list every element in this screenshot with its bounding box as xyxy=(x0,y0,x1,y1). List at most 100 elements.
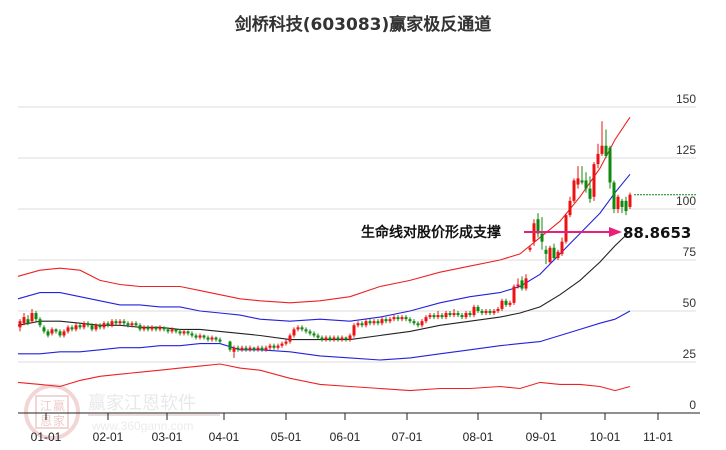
candle xyxy=(500,300,504,309)
candle xyxy=(420,321,424,326)
candle xyxy=(58,331,62,336)
candle xyxy=(468,313,472,316)
candle xyxy=(66,327,70,332)
candle xyxy=(244,347,248,350)
candle xyxy=(186,331,190,334)
candle xyxy=(142,327,146,330)
upper-outer-band-line xyxy=(17,116,631,304)
candle xyxy=(146,327,150,330)
candle xyxy=(464,313,468,318)
candle xyxy=(276,345,280,348)
y-tick-label: 0 xyxy=(689,398,696,412)
candle xyxy=(568,200,572,216)
candle xyxy=(580,180,584,183)
candle xyxy=(256,347,260,350)
candle xyxy=(572,180,576,201)
candle xyxy=(448,313,452,316)
lower-outer-band-line xyxy=(17,363,631,392)
candle xyxy=(400,317,404,320)
candle xyxy=(388,319,392,322)
candle xyxy=(206,337,210,340)
candle xyxy=(284,341,288,344)
candle xyxy=(324,337,328,340)
candle xyxy=(202,335,206,338)
candle xyxy=(166,329,170,332)
candle xyxy=(252,347,256,350)
candle xyxy=(392,317,396,320)
candle xyxy=(576,178,580,185)
candle xyxy=(308,331,312,334)
candle xyxy=(292,329,296,336)
candle xyxy=(408,319,412,322)
candle xyxy=(34,313,38,320)
candle xyxy=(472,306,476,316)
candle xyxy=(404,317,408,320)
candle xyxy=(30,313,34,322)
candle xyxy=(556,251,560,258)
y-tick-label: 25 xyxy=(683,347,697,361)
arrow-right-icon xyxy=(609,227,622,237)
candle xyxy=(106,323,110,326)
candle xyxy=(228,341,232,350)
svg-text:家: 家 xyxy=(53,413,65,428)
candle xyxy=(364,321,368,326)
candle xyxy=(360,323,364,326)
y-tick-label: 100 xyxy=(676,194,696,208)
candle xyxy=(544,249,548,254)
watermark: 江 赢 恩 家 赢家江恩软件 www.360gann.com xyxy=(24,384,220,440)
candle xyxy=(396,317,400,320)
candle xyxy=(86,323,90,326)
annotation-label: 生命线对股价形成支撑 xyxy=(361,224,501,241)
candle xyxy=(154,327,158,330)
svg-text:江: 江 xyxy=(40,399,52,413)
candlesticks xyxy=(18,121,632,358)
x-tick-label: 11-01 xyxy=(643,430,673,444)
x-tick-label: 01-01 xyxy=(31,430,62,444)
candle xyxy=(440,315,444,318)
candle xyxy=(182,331,186,334)
candle xyxy=(130,323,134,326)
candle xyxy=(78,325,82,328)
candle xyxy=(328,337,332,340)
candle xyxy=(444,313,448,318)
candle xyxy=(134,323,138,326)
candle xyxy=(452,313,456,316)
x-tick-label: 07-01 xyxy=(392,430,423,444)
candle xyxy=(38,319,42,326)
candle xyxy=(596,153,600,165)
candle xyxy=(70,327,74,330)
x-tick-label: 03-01 xyxy=(152,430,183,444)
x-axis: 01-01 02-01 03-01 04-01 05-01 06-01 07-01 08-01… xyxy=(18,412,700,444)
candle xyxy=(150,327,154,330)
candle xyxy=(46,331,50,336)
candle xyxy=(432,315,436,318)
candle xyxy=(340,337,344,340)
candle xyxy=(174,329,178,332)
support-annotation: 生命线对股价形成支撑 88.8653 xyxy=(361,224,691,242)
candle xyxy=(368,321,372,324)
grid-lines xyxy=(18,106,696,363)
candle xyxy=(264,347,268,350)
candle xyxy=(118,321,122,324)
lower-inner-band-line xyxy=(18,310,631,361)
candle xyxy=(22,317,26,324)
candle xyxy=(548,247,552,263)
x-tick-label: 06-01 xyxy=(330,430,361,444)
candle xyxy=(214,337,218,340)
candle xyxy=(312,333,316,336)
candle xyxy=(504,300,508,305)
y-tick-label: 150 xyxy=(676,92,696,106)
candle xyxy=(50,329,54,334)
candle xyxy=(332,337,336,340)
candle xyxy=(484,311,488,314)
candle xyxy=(428,315,432,318)
candle xyxy=(178,331,182,334)
candle xyxy=(584,180,588,189)
candle xyxy=(94,325,98,330)
candle xyxy=(456,313,460,316)
candle xyxy=(126,323,130,326)
candle xyxy=(620,200,624,207)
candle xyxy=(628,194,632,207)
y-tick-label: 50 xyxy=(683,296,697,310)
y-tick-label: 125 xyxy=(676,143,696,157)
